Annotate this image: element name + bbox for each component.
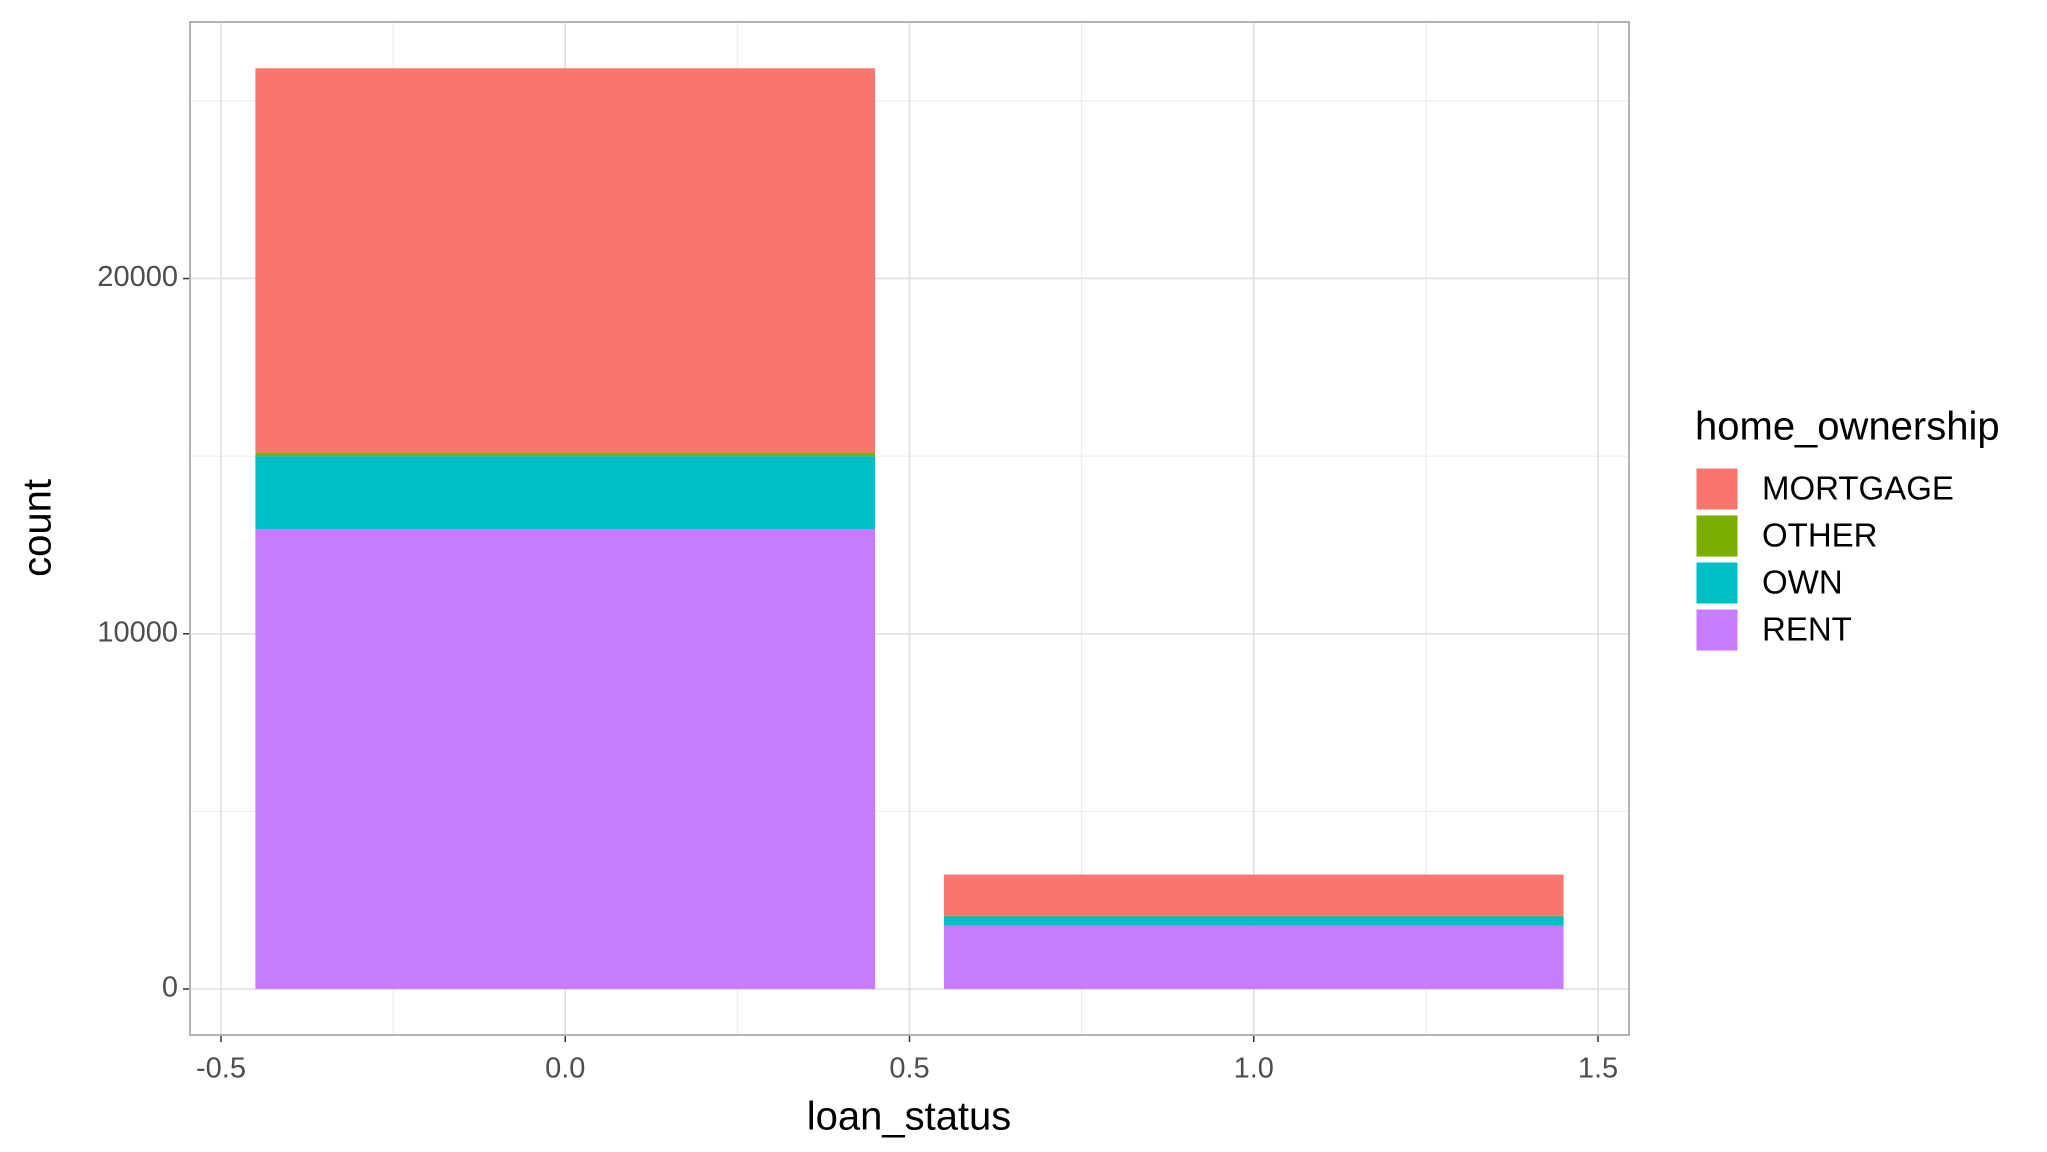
- bar-segment: [255, 68, 876, 453]
- x-tick-label: 1.0: [1234, 1053, 1274, 1085]
- bar-segment: [943, 874, 1564, 916]
- y-axis-title: count: [16, 479, 60, 577]
- legend-label: MORTGAGE: [1762, 470, 1954, 507]
- bar-segment: [943, 916, 1564, 926]
- x-tick-label: 0.0: [545, 1053, 585, 1085]
- plot-border: [189, 21, 1630, 1036]
- bar-segment: [255, 456, 876, 529]
- legend-label: OTHER: [1762, 517, 1878, 554]
- y-tick-label: 0: [162, 972, 178, 1004]
- legend-key: [1695, 514, 1739, 558]
- bar-segment: [943, 925, 1564, 989]
- legend-label: RENT: [1762, 611, 1852, 648]
- x-tick-label: 1.5: [1578, 1053, 1618, 1085]
- bar-segment: [943, 915, 1564, 917]
- bar-segment: [255, 452, 876, 457]
- bar-segment: [255, 528, 876, 989]
- legend-key: [1695, 608, 1739, 652]
- x-tick-label: 0.5: [889, 1053, 929, 1085]
- legend-key: [1695, 561, 1739, 605]
- y-tick-label: 10000: [97, 616, 178, 648]
- legend-label: OWN: [1762, 564, 1843, 601]
- x-axis-title: loan_status: [807, 1095, 1012, 1139]
- legend-key: [1695, 467, 1739, 511]
- x-tick-label: -0.5: [196, 1053, 246, 1085]
- y-tick-label: 20000: [97, 261, 178, 293]
- legend-title: home_ownership: [1695, 405, 2000, 449]
